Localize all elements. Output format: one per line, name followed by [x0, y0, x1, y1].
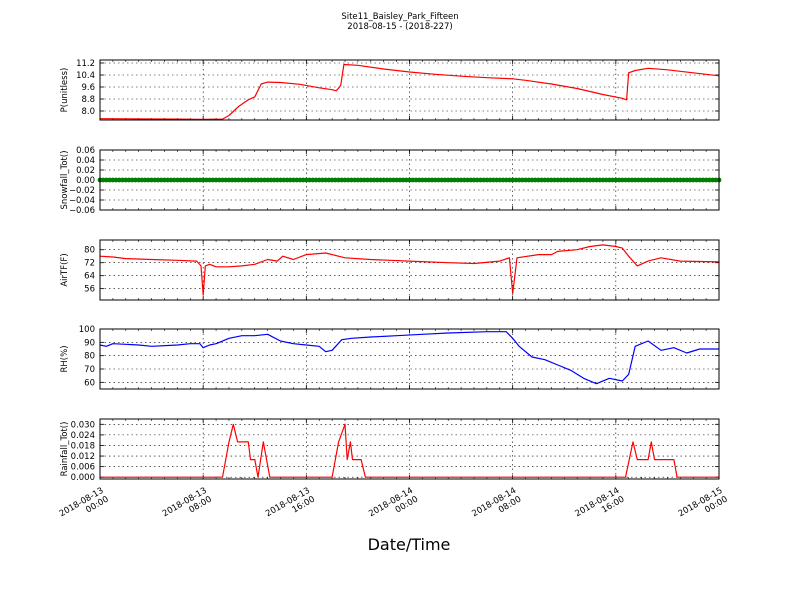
panel-frame — [99, 328, 720, 390]
y-tick-label: 0.04 — [76, 156, 95, 166]
y-tick-label: 80 — [84, 246, 95, 256]
y-axis-label: RH(%) — [60, 345, 70, 372]
panel-2: −0.06−0.04−0.020.000.020.040.06 Snowfall_… — [60, 146, 722, 216]
y-tick-label: 90 — [84, 338, 95, 348]
y-tick-label: 0.06 — [76, 146, 95, 156]
y-tick-label: 72 — [84, 259, 95, 269]
y-tick-label: 0.006 — [71, 463, 95, 473]
y-tick-label: 0.02 — [76, 166, 95, 176]
y-axis-label: Snowfall_Tot() — [60, 150, 70, 209]
panel-5: 0.0000.0060.0120.0180.0240.030Rainfall_T… — [60, 418, 720, 483]
panel-frame — [99, 418, 720, 480]
panel-frame — [99, 59, 720, 121]
panel-frame — [99, 149, 720, 211]
series-line — [99, 331, 719, 385]
y-tick-label: −0.02 — [69, 186, 95, 196]
series-line — [100, 423, 719, 478]
y-axis-label: Rainfall_Tot() — [60, 422, 70, 477]
y-tick-label: 8.0 — [81, 107, 95, 117]
y-tick-label: 100 — [79, 325, 95, 335]
y-tick-label: 8.8 — [81, 95, 95, 105]
series-line — [99, 63, 720, 120]
y-axis-label: AirTF(F) — [60, 253, 70, 286]
y-tick-label: 56 — [84, 285, 95, 295]
y-tick-label: 9.6 — [81, 83, 95, 93]
y-tick-label: 0.012 — [71, 452, 95, 462]
figure-subtitle: 2018-08-15 - (2018-227) — [347, 22, 452, 32]
y-tick-label: 10.4 — [76, 71, 95, 81]
y-tick-label: 70 — [84, 365, 95, 375]
y-tick-label: 0.000 — [71, 473, 95, 483]
panel-3: 56 64 72 80 AirTF(F) — [60, 239, 720, 301]
y-axis-label: P(unitless) — [60, 68, 70, 113]
y-tick-label: 64 — [84, 272, 95, 282]
y-tick-label: 0.024 — [71, 431, 95, 441]
x-axis-label: Date/Time — [368, 535, 451, 554]
y-tick-label: 11.2 — [76, 59, 95, 69]
y-tick-label: −0.06 — [69, 206, 95, 216]
y-tick-label: 80 — [84, 352, 95, 362]
y-tick-label: 0.00 — [76, 176, 95, 186]
y-tick-label: 60 — [84, 378, 95, 388]
figure-title: Site11_Baisley_Park_Fifteen — [341, 12, 458, 22]
chart-panels: 8.0 8.8 9.6 10.4 11.2 P(unitless) −0.06−0.04−0… — [60, 59, 722, 483]
panel-1: 8.0 8.8 9.6 10.4 11.2 P(unitless) — [60, 59, 720, 121]
series-line — [99, 244, 720, 296]
y-tick-label: 0.018 — [71, 441, 95, 451]
y-tick-label: −0.04 — [69, 196, 95, 206]
panel-frame — [99, 239, 720, 301]
y-tick-label: 0.030 — [71, 420, 95, 430]
panel-4: 60 70 80 90 100 RH(%) — [60, 325, 720, 390]
